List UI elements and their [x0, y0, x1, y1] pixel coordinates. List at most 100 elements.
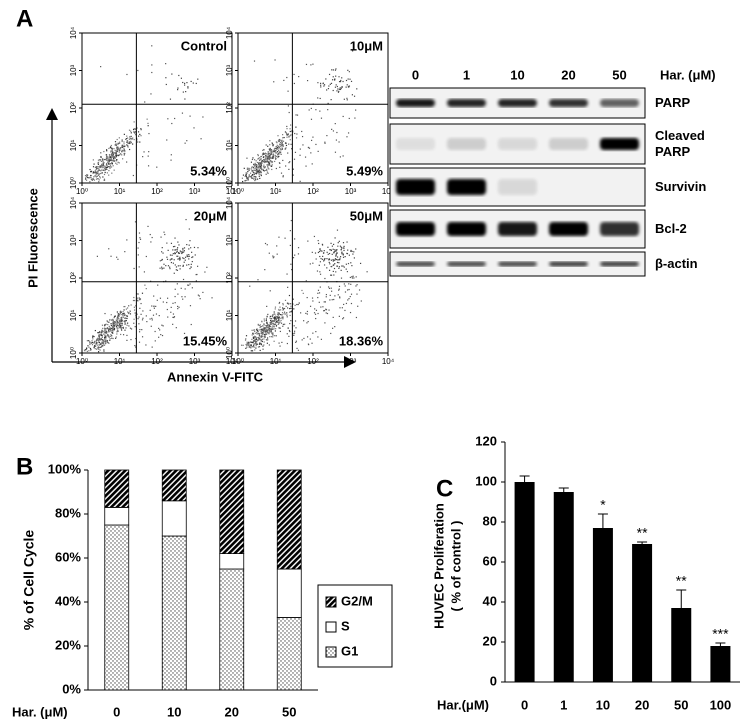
- flow-dot: [197, 247, 199, 249]
- flow-dot: [256, 167, 258, 169]
- flow-dot: [110, 158, 112, 160]
- flow-dot: [147, 155, 149, 157]
- blot-band: [498, 138, 537, 150]
- flow-dot: [123, 152, 125, 155]
- flow-dot: [92, 172, 94, 174]
- flow-dot: [348, 288, 350, 291]
- flow-dot: [100, 160, 103, 162]
- flow-dot: [105, 162, 108, 165]
- flow-dot: [106, 168, 108, 170]
- flow-dot: [185, 218, 187, 221]
- flow-dot: [87, 345, 89, 347]
- flow-dot: [91, 341, 94, 344]
- flow-dot: [329, 294, 331, 296]
- flow-dot: [140, 129, 142, 131]
- flow-dot: [255, 338, 257, 341]
- flow-dot: [339, 88, 342, 91]
- legend-label: S: [341, 618, 350, 633]
- flow-dot: [293, 73, 295, 76]
- flow-dot: [252, 345, 254, 348]
- flow-dot: [115, 324, 117, 326]
- flow-dot: [272, 255, 274, 257]
- flow-dot: [337, 245, 339, 247]
- flow-dot: [261, 160, 263, 162]
- flow-dot: [106, 172, 108, 174]
- flow-dot: [187, 86, 189, 88]
- flow-dot: [132, 174, 134, 177]
- flow-dot: [124, 320, 126, 322]
- flow-dot: [308, 109, 310, 111]
- flow-dot: [328, 309, 330, 311]
- flow-dot: [84, 175, 87, 177]
- flow-dot: [258, 346, 261, 348]
- flow-dot: [97, 332, 99, 334]
- flow-dot: [281, 341, 283, 344]
- flow-dot: [265, 333, 268, 335]
- x-tick-label: 20: [635, 697, 649, 712]
- flow-dot: [252, 332, 254, 334]
- flow-dot: [161, 258, 163, 261]
- flow-dot: [149, 309, 151, 311]
- flow-dot: [278, 342, 280, 344]
- flow-dot: [292, 303, 294, 305]
- flow-dot: [108, 158, 110, 161]
- flow-dot: [126, 307, 129, 309]
- flow-dot: [322, 82, 324, 84]
- flow-dot: [259, 159, 261, 161]
- flow-dot: [97, 347, 99, 349]
- panel-title: 10μM: [350, 38, 383, 53]
- flow-dot: [320, 250, 322, 252]
- flow-dot: [273, 311, 275, 313]
- flow-dot: [365, 212, 367, 214]
- flow-dot: [172, 313, 175, 315]
- flow-dot: [186, 140, 188, 142]
- flow-dot: [258, 333, 261, 336]
- flow-dot: [84, 350, 86, 352]
- flow-dot: [266, 159, 269, 161]
- flow-dot: [128, 142, 130, 144]
- flow-dot: [93, 179, 96, 181]
- flow-dot: [260, 172, 262, 174]
- flow-dot: [254, 175, 256, 178]
- flow-dot: [122, 158, 124, 160]
- flow-dot: [278, 146, 280, 148]
- flow-dot: [97, 171, 99, 173]
- flow-dot: [260, 155, 262, 158]
- flow-dot: [271, 142, 273, 144]
- flow-dot: [128, 148, 131, 151]
- flow-dot: [261, 338, 263, 340]
- flow-dot: [258, 339, 260, 341]
- flow-dot: [101, 331, 104, 333]
- flow-dot: [261, 329, 263, 331]
- lane-label: 10: [510, 67, 524, 82]
- flow-dot: [129, 313, 132, 315]
- flow-dot: [318, 292, 321, 294]
- flow-dot: [103, 343, 105, 345]
- flow-dot: [252, 341, 254, 343]
- flow-dot: [116, 147, 118, 149]
- flow-dot: [267, 156, 269, 158]
- flow-dot: [290, 307, 292, 309]
- flow-dot: [153, 305, 155, 307]
- flow-dot: [174, 264, 176, 266]
- flow-dot: [347, 299, 349, 301]
- flow-dot: [257, 166, 259, 168]
- flow-dot: [167, 316, 169, 318]
- flow-dot: [314, 308, 316, 310]
- flow-dot: [151, 236, 153, 239]
- blot-band: [498, 261, 537, 267]
- flow-dot: [194, 254, 196, 256]
- lane-label: 20: [561, 67, 575, 82]
- flow-dot: [247, 179, 249, 181]
- flow-dot: [101, 330, 103, 333]
- flow-dot: [271, 164, 273, 166]
- flow-dot: [147, 225, 149, 228]
- flow-dot: [263, 338, 265, 340]
- flow-dot: [96, 339, 98, 341]
- flow-dot: [150, 325, 152, 327]
- flow-dot: [338, 315, 340, 317]
- flow-dot: [161, 247, 163, 249]
- error-bar: [637, 541, 648, 544]
- flow-dot: [182, 249, 184, 251]
- flow-dot: [282, 176, 284, 178]
